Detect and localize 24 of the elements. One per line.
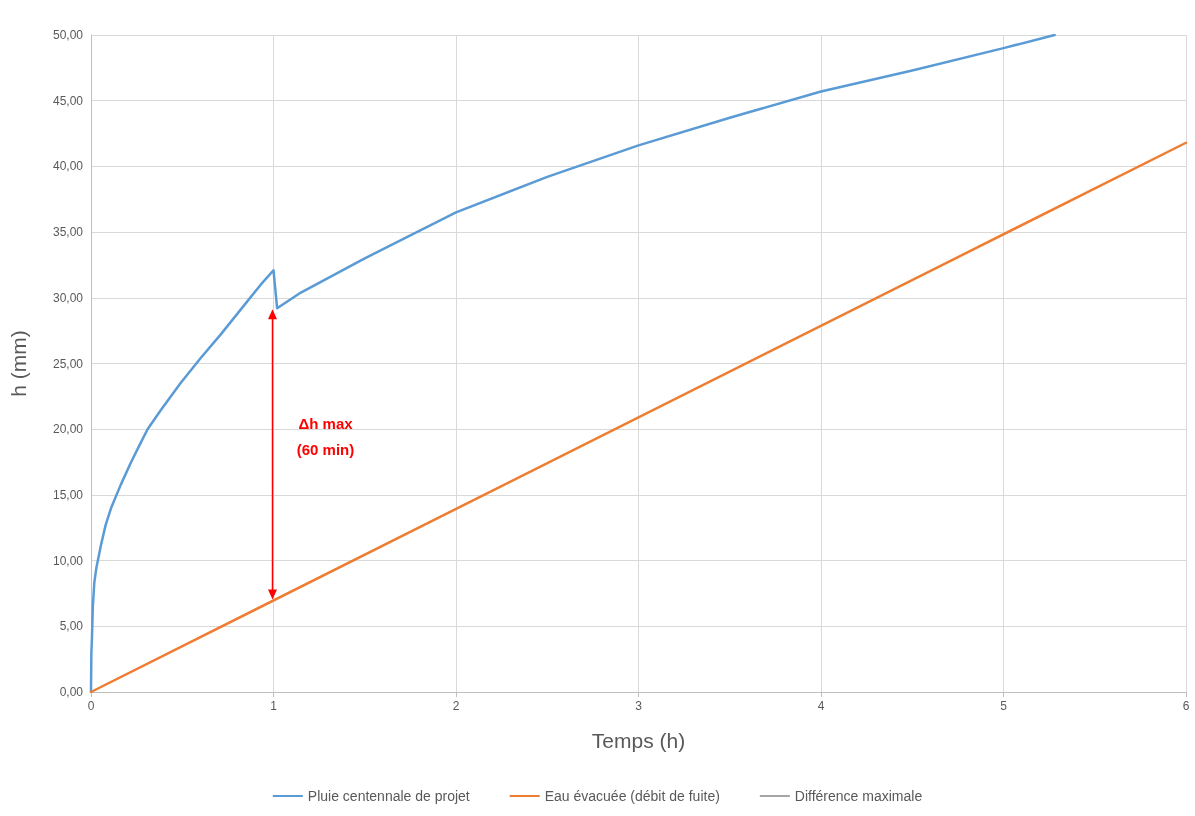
x-axis-title: Temps (h) bbox=[591, 729, 686, 752]
x-tick-label: 6 bbox=[1182, 699, 1190, 713]
x-tick-label: 4 bbox=[817, 699, 825, 713]
y-tick-label: 10,00 bbox=[52, 553, 84, 568]
y-tick-label: 15,00 bbox=[52, 487, 84, 502]
legend-label: Pluie centennale de projet bbox=[307, 788, 470, 804]
y-tick-label: 20,00 bbox=[52, 422, 84, 437]
y-axis-title: h (mm) bbox=[7, 330, 30, 397]
legend-label: Différence maximale bbox=[794, 788, 923, 804]
annotation: Δh max (60 min) bbox=[296, 415, 355, 459]
x-tick-label: 0 bbox=[87, 699, 95, 713]
y-tick-label: 40,00 bbox=[52, 159, 84, 174]
x-tick-label: 2 bbox=[452, 699, 460, 713]
y-tick-label: 25,00 bbox=[52, 356, 84, 371]
y-tick-label: 50,00 bbox=[52, 28, 84, 42]
x-tick-label: 5 bbox=[1000, 699, 1008, 713]
y-tick-label: 5,00 bbox=[59, 619, 84, 634]
y-tick-label: 45,00 bbox=[52, 93, 84, 108]
y-tick-label: 35,00 bbox=[52, 225, 84, 240]
y-tick-label: 0,00 bbox=[59, 685, 84, 699]
x-tick-label: 3 bbox=[635, 699, 643, 713]
y-tick-label: 30,00 bbox=[52, 290, 84, 305]
x-tick-label: 1 bbox=[270, 699, 278, 713]
legend-label: Eau évacuée (débit de fuite) bbox=[544, 788, 720, 804]
